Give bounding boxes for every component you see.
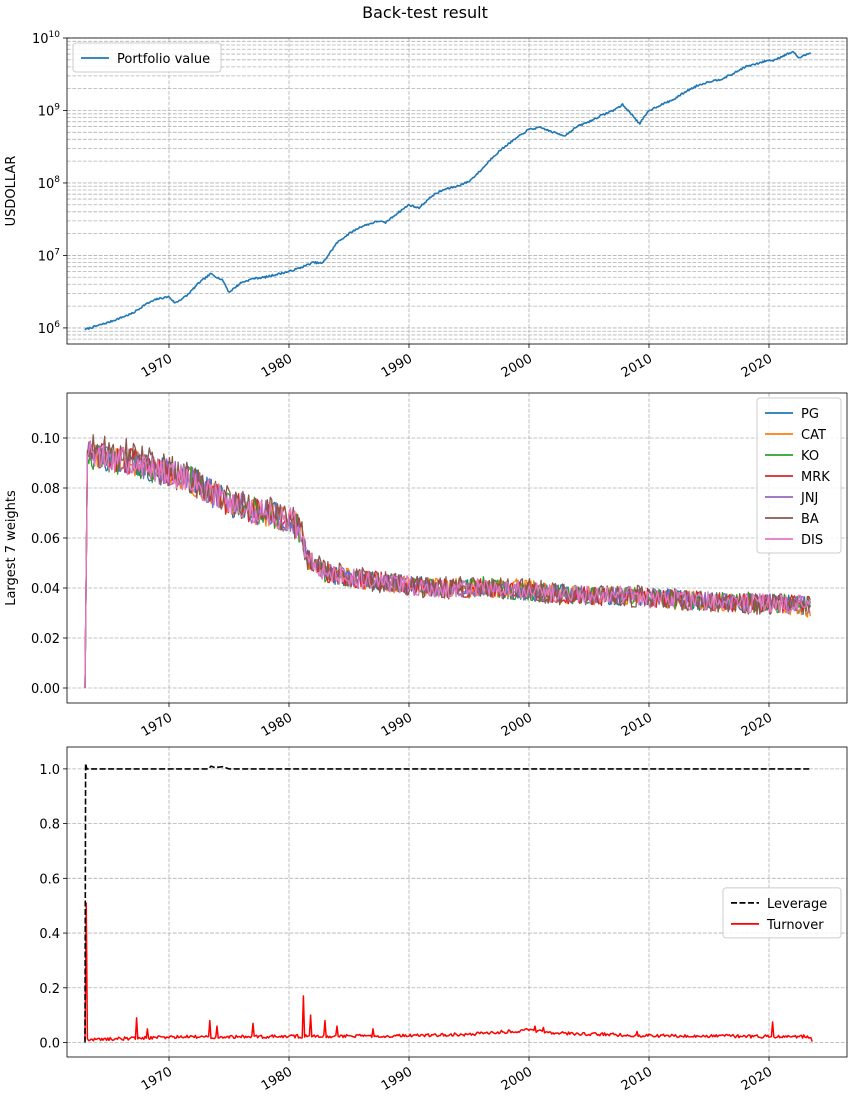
y-tick-exponent: 7 (54, 247, 60, 257)
y-tick-exponent: 9 (54, 102, 60, 112)
y-tick-base: 10 (38, 322, 55, 337)
y-tick-exponent: 6 (54, 320, 60, 330)
axes-frame (66, 746, 848, 1058)
legend-label: JNJ (800, 491, 818, 506)
legend-label: Turnover (766, 918, 824, 933)
y-tick-label: 0.6 (39, 872, 60, 887)
portfolio-value-panel: 1970 1980 1990 2000 2010 20201061071081091010… (4, 30, 848, 381)
legend-box (756, 397, 842, 554)
y-tick-label: 0.0 (39, 1036, 60, 1051)
y-tick-exponent: 10 (49, 30, 61, 40)
y-tick-label: 0.02 (31, 632, 60, 647)
legend-label: Leverage (767, 897, 827, 912)
legend-label: PG (801, 407, 819, 422)
y-tick-label: 0.04 (31, 582, 60, 597)
y-tick-label: 107 (38, 247, 60, 264)
y-tick-label: 0.8 (39, 818, 60, 833)
y-tick-base: 10 (38, 104, 55, 119)
legend-box (72, 42, 222, 73)
axes-frame (66, 392, 848, 704)
y-tick-label: 0.08 (31, 482, 60, 497)
y-tick-label: 109 (38, 102, 61, 119)
leverage-line (84, 762, 811, 1043)
y-tick-label: 0.2 (39, 982, 60, 997)
legend-box (722, 887, 842, 939)
y-tick-exponent: 8 (54, 175, 60, 185)
axes-frame (66, 37, 848, 345)
legend-label: CAT (801, 428, 826, 443)
y-tick-label: 1010 (32, 30, 60, 47)
legend-label: KO (801, 449, 819, 464)
legend-label: MRK (801, 470, 830, 485)
y-axis-label: USDOLLAR (4, 156, 19, 227)
turnover-line (84, 902, 813, 1042)
legend-label: BA (801, 512, 819, 527)
y-tick-base: 10 (38, 177, 55, 192)
y-tick-label: 0.06 (31, 532, 60, 547)
y-tick-label: 106 (38, 320, 61, 337)
portfolio-value-line (84, 50, 812, 331)
y-tick-base: 10 (38, 249, 55, 264)
y-tick-label: 0.00 (31, 682, 60, 697)
y-tick-label: 108 (38, 175, 61, 192)
weight-line-dis (84, 441, 811, 689)
y-tick-label: 0.4 (39, 927, 60, 942)
figure-title: Back-test result (362, 3, 488, 22)
y-tick-label: 0.10 (31, 432, 60, 447)
y-tick-base: 10 (32, 32, 49, 47)
y-tick-label: 1.0 (39, 763, 60, 778)
legend-label: DIS (801, 533, 823, 548)
legend-label: Portfolio value (117, 52, 210, 67)
y-axis-label: Largest 7 weights (4, 490, 19, 606)
